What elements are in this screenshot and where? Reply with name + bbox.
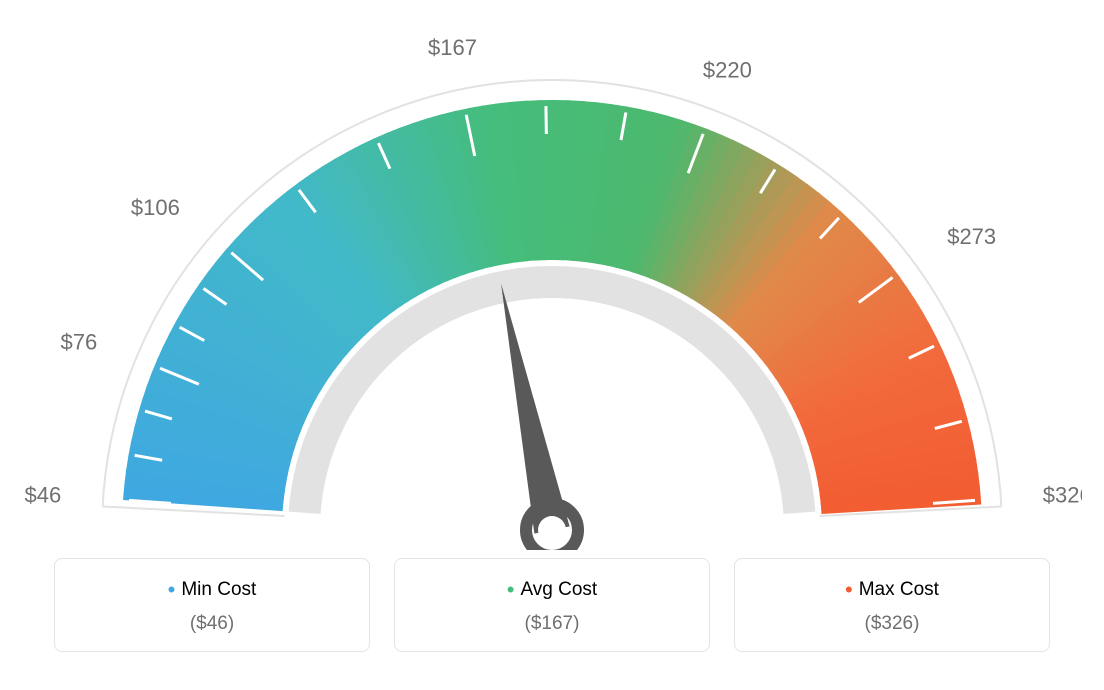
dot-icon: • [845,577,853,602]
gauge-svg: $46 $76 $106 $167 $220 $273 $326 [22,20,1082,550]
legend-min-label: Min Cost [181,579,256,600]
legend-min: •Min Cost ($46) [54,558,370,652]
legend-max: • Max Cost ($326) [734,558,1050,652]
legend-row: •Min Cost ($46) •Avg Cost ($167) •Max Co… [20,558,1084,652]
tick-label: $106 [131,195,180,220]
legend-avg-label: Avg Cost [520,579,597,600]
legend-min-title: •Min Cost [67,577,357,603]
legend-max-label: Max Cost [859,579,939,600]
legend-max-title: • Max Cost [747,577,1037,603]
dot-icon: • [507,577,515,602]
tick-label: $220 [703,57,752,82]
tick-label: $76 [60,329,97,354]
cost-gauge: $46 $76 $106 $167 $220 $273 $326 [20,20,1084,550]
tick-label: $326 [1043,483,1082,508]
legend-min-value: ($46) [67,613,357,635]
dot-icon: • [168,577,176,602]
tick-label: $46 [24,483,61,508]
legend-avg: •Avg Cost ($167) [394,558,710,652]
legend-max-value: ($326) [747,613,1037,635]
tick-label: $167 [428,35,477,60]
legend-avg-title: •Avg Cost [407,577,697,603]
needle [501,283,570,533]
gauge-arc [123,100,981,514]
legend-avg-value: ($167) [407,613,697,635]
tick-label: $273 [947,224,996,249]
